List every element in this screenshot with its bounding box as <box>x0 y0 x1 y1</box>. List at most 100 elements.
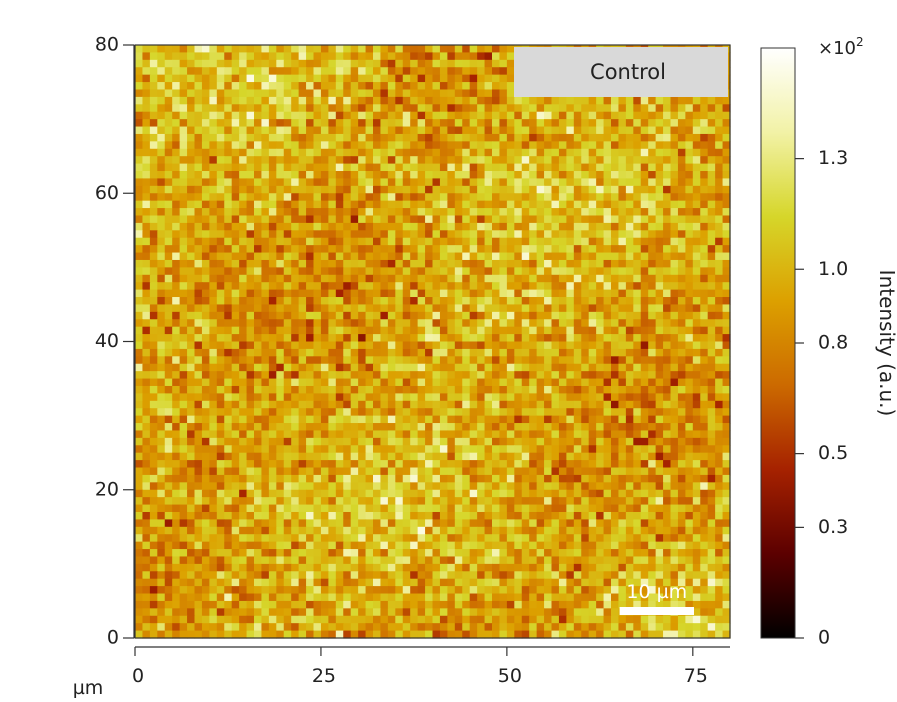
heatmap-cell <box>529 437 538 446</box>
heatmap-cell <box>677 393 686 402</box>
heatmap-cell <box>410 400 419 409</box>
heatmap-cell <box>439 334 448 343</box>
heatmap-cell <box>514 348 523 357</box>
heatmap-cell <box>506 126 515 135</box>
heatmap-cell <box>439 356 448 365</box>
heatmap-cell <box>246 371 255 380</box>
heatmap-cell <box>373 363 382 372</box>
heatmap-cell <box>514 185 523 194</box>
heatmap-cell <box>328 334 337 343</box>
heatmap-cell <box>692 326 701 335</box>
heatmap-cell <box>201 111 210 120</box>
heatmap-cell <box>521 334 530 343</box>
heatmap-cell <box>298 297 307 306</box>
heatmap-cell <box>432 96 441 105</box>
heatmap-cell <box>603 215 612 224</box>
heatmap-cell <box>194 334 203 343</box>
heatmap-cell <box>477 59 486 68</box>
heatmap-cell <box>149 430 158 439</box>
heatmap-cell <box>432 274 441 283</box>
heatmap-cell <box>603 282 612 291</box>
heatmap-cell <box>201 371 210 380</box>
heatmap-cell <box>350 111 359 120</box>
heatmap-cell <box>157 452 166 461</box>
heatmap-cell <box>536 415 545 424</box>
heatmap-cell <box>149 178 158 187</box>
heatmap-cell <box>402 393 411 402</box>
heatmap-cell <box>521 245 530 254</box>
heatmap-cell <box>395 437 404 446</box>
heatmap-cell <box>365 141 374 150</box>
heatmap-cell <box>462 371 471 380</box>
heatmap-cell <box>663 356 672 365</box>
heatmap-cell <box>268 319 277 328</box>
heatmap-cell <box>521 259 530 268</box>
heatmap-cell <box>276 237 285 246</box>
heatmap-cell <box>618 163 627 172</box>
heatmap-cell <box>640 230 649 239</box>
heatmap-cell <box>335 348 344 357</box>
heatmap-cell <box>306 171 315 180</box>
heatmap-cell <box>707 363 716 372</box>
heatmap-cell <box>715 304 724 313</box>
heatmap-cell <box>588 215 597 224</box>
heatmap-cell <box>395 45 404 54</box>
heatmap-cell <box>551 326 560 335</box>
heatmap-cell <box>425 408 434 417</box>
heatmap-cell <box>224 378 233 387</box>
heatmap-cell <box>462 356 471 365</box>
heatmap-cell <box>454 111 463 120</box>
heatmap-cell <box>335 334 344 343</box>
heatmap-cell <box>677 267 686 276</box>
heatmap-cell <box>439 200 448 209</box>
heatmap-cell <box>625 267 634 276</box>
heatmap-cell <box>216 378 225 387</box>
heatmap-cell <box>135 467 144 476</box>
heatmap-cell <box>454 89 463 98</box>
heatmap-cell <box>135 208 144 217</box>
heatmap-cell <box>276 59 285 68</box>
heatmap-cell <box>276 74 285 83</box>
heatmap-cell <box>581 452 590 461</box>
heatmap-cell <box>588 445 597 454</box>
heatmap-cell <box>268 371 277 380</box>
heatmap-cell <box>395 445 404 454</box>
heatmap-cell <box>343 282 352 291</box>
heatmap-cell <box>291 430 300 439</box>
heatmap-cell <box>670 385 679 394</box>
heatmap-cell <box>157 267 166 276</box>
heatmap-cell <box>648 215 657 224</box>
heatmap-cell <box>254 304 263 313</box>
heatmap-cell <box>670 460 679 469</box>
heatmap-cell <box>425 163 434 172</box>
heatmap-cell <box>358 52 367 61</box>
heatmap-cell <box>135 82 144 91</box>
heatmap-cell <box>692 200 701 209</box>
heatmap-cell <box>432 148 441 157</box>
heatmap-cell <box>224 363 233 372</box>
heatmap-cell <box>268 96 277 105</box>
heatmap-cell <box>499 148 508 157</box>
heatmap-cell <box>268 489 277 498</box>
heatmap-cell <box>544 156 553 165</box>
heatmap-cell <box>194 326 203 335</box>
heatmap-cell <box>685 393 694 402</box>
heatmap-cell <box>335 119 344 128</box>
heatmap-cell <box>209 119 218 128</box>
heatmap-cell <box>707 148 716 157</box>
heatmap-cell <box>715 430 724 439</box>
heatmap-cell <box>715 289 724 298</box>
heatmap-cell <box>187 348 196 357</box>
heatmap-cell <box>343 178 352 187</box>
heatmap-cell <box>142 304 151 313</box>
heatmap-cell <box>402 245 411 254</box>
heatmap-cell <box>425 371 434 380</box>
heatmap-cell <box>224 141 233 150</box>
heatmap-cell <box>365 378 374 387</box>
heatmap-cell <box>603 297 612 306</box>
heatmap-cell <box>521 200 530 209</box>
heatmap-cell <box>283 289 292 298</box>
heatmap-cell <box>618 297 627 306</box>
heatmap-cell <box>447 74 456 83</box>
heatmap-cell <box>603 156 612 165</box>
